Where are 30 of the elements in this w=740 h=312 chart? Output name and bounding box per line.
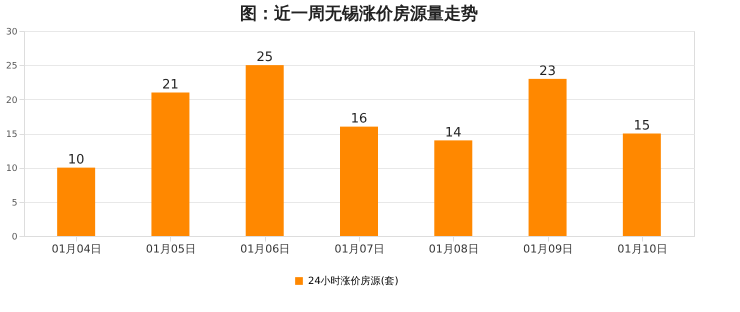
y-tick-label: 20 xyxy=(6,96,18,106)
bar xyxy=(57,168,96,236)
x-tick-label: 01月04日 xyxy=(52,242,102,256)
data-label: 23 xyxy=(539,64,556,79)
data-label: 21 xyxy=(162,78,179,92)
bar xyxy=(622,134,661,236)
x-tick-label: 01月05日 xyxy=(146,242,196,256)
bar xyxy=(246,65,284,236)
y-tick-label: 25 xyxy=(6,62,18,72)
chart-title: 图：近一周无锡涨价房源量走势 xyxy=(240,4,478,24)
bar xyxy=(151,92,190,236)
y-tick-label: 10 xyxy=(6,164,18,174)
y-tick-label: 5 xyxy=(12,198,18,208)
data-label: 10 xyxy=(68,152,84,168)
bar xyxy=(434,140,472,236)
x-tick-label: 01月06日 xyxy=(240,242,290,256)
x-tick-label: 01月10日 xyxy=(617,242,668,256)
data-label: 14 xyxy=(445,125,462,140)
x-tick-label: 01月08日 xyxy=(428,242,479,256)
bar xyxy=(340,126,378,236)
y-tick-label: 0 xyxy=(12,232,18,242)
data-label: 15 xyxy=(634,118,650,134)
data-label: 25 xyxy=(256,50,273,66)
x-tick-label: 01月07日 xyxy=(334,242,384,256)
legend-label: 24小时涨价房源(套) xyxy=(308,275,399,287)
y-tick-label: 30 xyxy=(6,28,18,38)
bar xyxy=(528,78,567,236)
x-tick-label: 01月09日 xyxy=(523,242,574,256)
data-label: 16 xyxy=(350,112,368,127)
y-tick-label: 15 xyxy=(6,130,18,140)
